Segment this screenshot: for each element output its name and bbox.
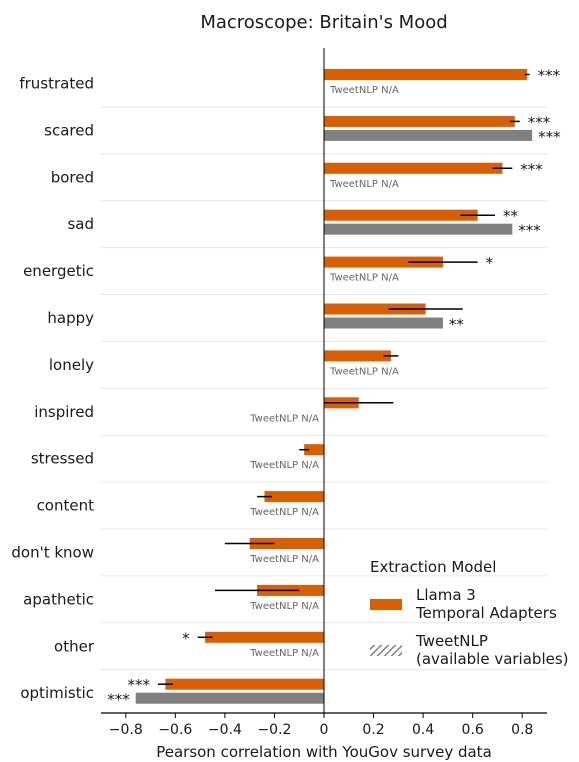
legend-swatch — [370, 645, 402, 656]
bar-llama3 — [324, 303, 426, 315]
bar-llama3 — [165, 678, 324, 690]
legend-swatch — [370, 599, 402, 610]
x-tick-label: 0 — [320, 722, 329, 738]
category-label: happy — [47, 309, 94, 327]
x-tick-label: −0.2 — [257, 722, 291, 738]
na-label: TweetNLP N/A — [329, 179, 399, 190]
significance-label: ** — [503, 207, 519, 225]
x-tick-label: −0.4 — [208, 722, 242, 738]
significance-label: *** — [538, 128, 561, 146]
bar-tweetnlp — [324, 317, 443, 329]
na-label: TweetNLP N/A — [329, 273, 399, 284]
category-label: apathetic — [23, 590, 94, 608]
significance-label: *** — [127, 676, 150, 694]
legend-title: Extraction Model — [370, 558, 496, 576]
significance-label: *** — [538, 67, 561, 85]
na-label: TweetNLP N/A — [249, 507, 319, 518]
category-label: stressed — [31, 450, 94, 468]
significance-label: *** — [528, 113, 551, 131]
bar-llama3 — [205, 631, 324, 643]
category-label: don't know — [11, 543, 94, 561]
x-axis-label: Pearson correlation with YouGov survey d… — [156, 743, 492, 761]
na-label: TweetNLP N/A — [249, 413, 319, 424]
chart-title: Macroscope: Britain's Mood — [200, 12, 447, 33]
significance-label: * — [486, 254, 494, 272]
category-label: scared — [44, 121, 94, 139]
bar-llama3 — [324, 256, 443, 268]
category-label: energetic — [23, 262, 94, 280]
na-label: TweetNLP N/A — [249, 601, 319, 612]
x-tick-label: −0.8 — [109, 722, 143, 738]
legend-label: TweetNLP — [415, 632, 488, 650]
x-tick-label: 0.8 — [511, 722, 533, 738]
category-label: inspired — [34, 403, 94, 421]
x-tick-label: 0.6 — [462, 722, 484, 738]
x-tick-label: 0.2 — [362, 722, 384, 738]
x-tick-label: 0.4 — [412, 722, 434, 738]
bar-tweetnlp — [324, 223, 513, 235]
category-label: other — [54, 637, 95, 655]
category-label: sad — [67, 215, 94, 233]
na-label: TweetNLP N/A — [329, 85, 399, 96]
category-label: bored — [51, 168, 94, 186]
category-label: content — [37, 497, 95, 515]
bar-tweetnlp — [324, 129, 533, 141]
bar-llama3 — [324, 115, 515, 127]
category-label: lonely — [49, 356, 94, 374]
na-label: TweetNLP N/A — [329, 366, 399, 377]
significance-label: ** — [449, 316, 465, 334]
bar-llama3 — [324, 69, 528, 80]
legend-label: (available variables) — [416, 650, 569, 668]
category-label: frustrated — [19, 74, 94, 92]
significance-label: * — [182, 629, 190, 647]
significance-label: *** — [518, 222, 541, 240]
bar-llama3 — [304, 444, 324, 456]
bar-tweetnlp — [135, 692, 324, 704]
category-label: optimistic — [20, 684, 94, 702]
na-label: TweetNLP N/A — [249, 460, 319, 471]
significance-label: *** — [520, 160, 543, 178]
bar-llama3 — [324, 350, 391, 362]
bar-llama3 — [264, 491, 324, 503]
legend-label: Temporal Adapters — [415, 604, 557, 622]
significance-label: *** — [107, 691, 130, 709]
bar-llama3 — [249, 538, 324, 549]
bar-llama3 — [324, 209, 478, 221]
x-tick-label: −0.6 — [158, 722, 192, 738]
legend-label: Llama 3 — [416, 586, 476, 604]
na-label: TweetNLP N/A — [249, 648, 319, 659]
bar-llama3 — [324, 162, 503, 174]
na-label: TweetNLP N/A — [249, 554, 319, 565]
